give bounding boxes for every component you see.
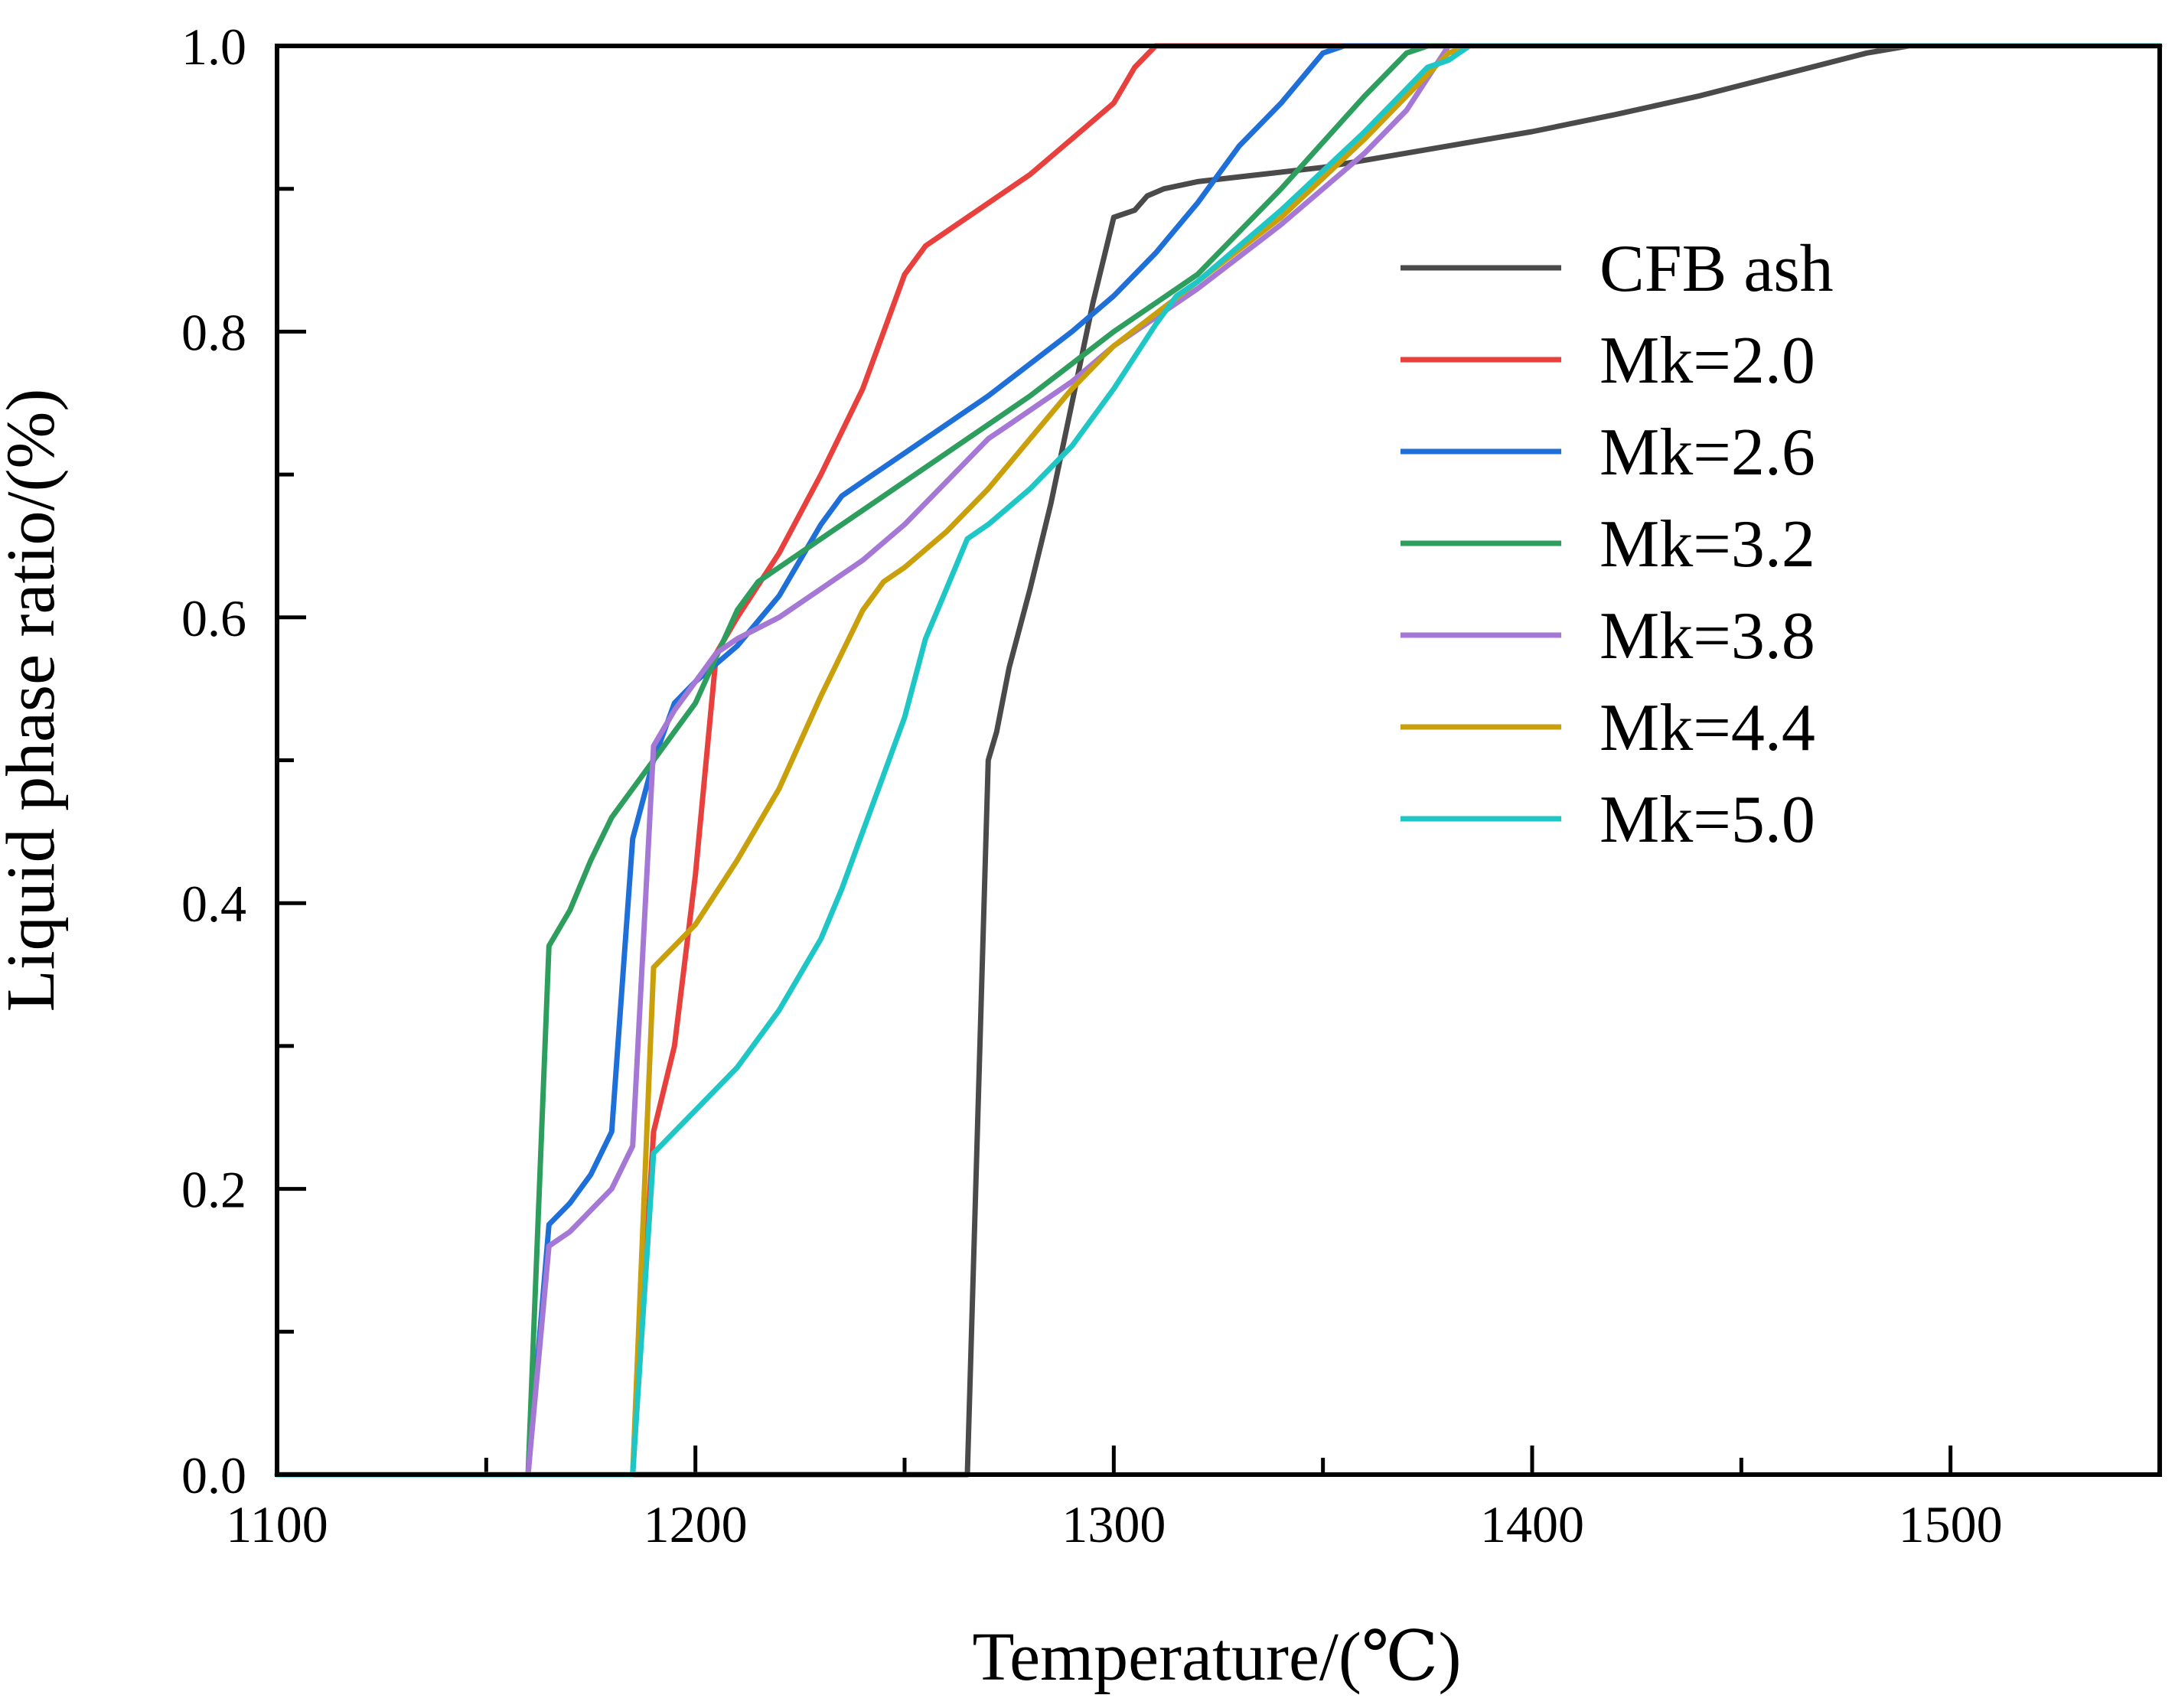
plot-frame — [275, 44, 2162, 1477]
y-axis-title: Liquid phase ratio/(%) — [0, 389, 69, 1012]
x-tick-label: 1400 — [1480, 1495, 1584, 1553]
series-line-mk-2-0 — [274, 43, 2163, 1478]
x-tick-label: 1500 — [1899, 1495, 2003, 1553]
legend: CFB ash Mk=2.0 Mk=2.6 Mk=3.2 Mk=3.8 Mk=4.4 Mk=… — [1401, 232, 1834, 857]
y-tick-label: 0.8 — [181, 303, 246, 361]
series-line-mk-2-6 — [274, 43, 2163, 1478]
y-tick-label: 1.0 — [181, 18, 246, 76]
x-tick-label: 1200 — [644, 1495, 748, 1553]
y-tick-label: 0.4 — [181, 875, 246, 933]
y-tick-label: 0.6 — [181, 589, 246, 647]
y-tick-labels: 0.0 0.2 0.4 0.6 0.8 1.0 — [181, 18, 246, 1504]
legend-label-mk-2-0: Mk=2.0 — [1599, 324, 1815, 398]
legend-label-mk-2-6: Mk=2.6 — [1599, 416, 1815, 490]
x-tick-labels: 1100 1200 1300 1400 1500 — [226, 1495, 2002, 1553]
legend-label-mk-5-0: Mk=5.0 — [1599, 783, 1815, 857]
legend-label-mk-4-4: Mk=4.4 — [1599, 691, 1815, 765]
series-line-mk-4-4 — [274, 43, 2163, 1478]
series-layer — [274, 43, 2163, 1478]
series-line-mk-5-0 — [274, 43, 2163, 1478]
y-tick-label: 0.0 — [181, 1446, 246, 1504]
series-line-mk-3-8 — [274, 43, 2163, 1478]
legend-label-cfb-ash: CFB ash — [1599, 232, 1834, 306]
series-line-cfb-ash — [274, 43, 2163, 1478]
legend-label-mk-3-8: Mk=3.8 — [1599, 599, 1815, 673]
series-line-mk-3-2 — [274, 43, 2163, 1478]
legend-label-mk-3-2: Mk=3.2 — [1599, 507, 1815, 582]
major-ticks — [275, 44, 1953, 1477]
x-axis-title: Temperature/(℃) — [972, 1619, 1461, 1695]
x-tick-label: 1300 — [1061, 1495, 1166, 1553]
minor-ticks — [277, 187, 1743, 1475]
x-tick-label: 1100 — [226, 1495, 328, 1553]
y-tick-label: 0.2 — [181, 1161, 246, 1219]
